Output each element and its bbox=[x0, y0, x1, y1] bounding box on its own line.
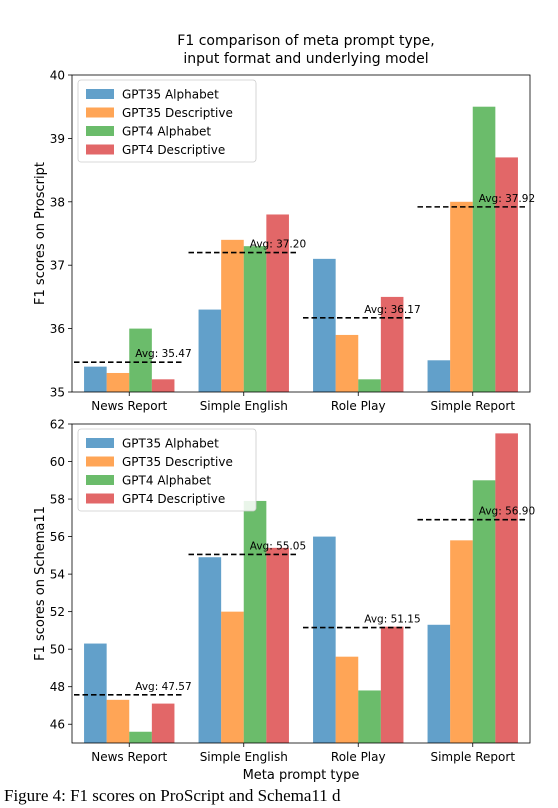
bar bbox=[336, 657, 359, 743]
x-tick-label: Simple Report bbox=[430, 750, 515, 764]
y-tick-label: 40 bbox=[50, 69, 65, 83]
bar bbox=[244, 246, 267, 392]
bar bbox=[381, 627, 404, 743]
bar bbox=[221, 612, 244, 743]
y-tick-label: 36 bbox=[50, 322, 65, 336]
bar bbox=[152, 704, 175, 743]
y-tick-label: 48 bbox=[50, 680, 65, 694]
bar bbox=[336, 335, 359, 392]
average-label: Avg: 47.57 bbox=[135, 681, 191, 693]
bar bbox=[152, 379, 175, 392]
legend-entry: GPT4 Alphabet bbox=[122, 474, 211, 488]
y-axis-label: F1 scores on Proscript bbox=[33, 162, 48, 305]
bar bbox=[428, 360, 451, 392]
bar bbox=[473, 107, 496, 392]
figure-title-line1: F1 comparison of meta prompt type, bbox=[177, 33, 434, 49]
y-tick-label: 52 bbox=[50, 605, 65, 619]
legend-swatch bbox=[86, 475, 114, 485]
bar bbox=[107, 700, 130, 743]
y-tick-label: 39 bbox=[50, 132, 65, 146]
legend-swatch bbox=[86, 494, 114, 504]
bar bbox=[129, 329, 152, 392]
bar bbox=[199, 310, 222, 392]
x-tick-label: Role Play bbox=[331, 399, 386, 413]
y-axis-label: F1 scores on Schema11 bbox=[33, 506, 48, 661]
x-axis-label: Meta prompt type bbox=[243, 768, 360, 783]
y-tick-label: 60 bbox=[50, 455, 65, 469]
legend-entry: GPT35 Descriptive bbox=[122, 106, 233, 120]
bar bbox=[428, 625, 451, 743]
y-tick-label: 46 bbox=[50, 718, 65, 732]
legend: GPT35 Alphabet GPT35 Descriptive GPT4 Alph… bbox=[78, 429, 256, 511]
y-tick-label: 62 bbox=[50, 418, 65, 432]
bar bbox=[84, 644, 107, 743]
y-tick-label: 38 bbox=[50, 195, 65, 209]
bar bbox=[495, 433, 518, 743]
legend-swatch bbox=[86, 457, 114, 467]
x-tick-label: Simple Report bbox=[430, 399, 515, 413]
y-tick-label: 58 bbox=[50, 493, 65, 507]
legend-swatch bbox=[86, 89, 114, 99]
x-tick-label: Simple English bbox=[200, 750, 288, 764]
legend: GPT35 Alphabet GPT35 Descriptive GPT4 Alph… bbox=[78, 80, 256, 162]
figure: F1 comparison of meta prompt type, input… bbox=[0, 0, 558, 786]
x-tick-label: News Report bbox=[91, 750, 167, 764]
bar bbox=[266, 548, 289, 743]
legend-entry: GPT4 Descriptive bbox=[122, 492, 225, 506]
bar bbox=[221, 240, 244, 392]
average-label: Avg: 55.05 bbox=[250, 540, 306, 552]
figure-caption: Figure 4: F1 scores on ProScript and Sch… bbox=[4, 786, 558, 806]
legend-entry: GPT4 Alphabet bbox=[122, 125, 211, 139]
proscript-panel: Avg: 35.47 Avg: 37.20 Avg: 36.17 Avg: 37.92… bbox=[33, 69, 535, 414]
bar bbox=[358, 690, 381, 743]
average-label: Avg: 56.90 bbox=[479, 506, 535, 518]
bar bbox=[313, 537, 336, 743]
y-tick-label: 54 bbox=[50, 568, 65, 582]
bar bbox=[358, 379, 381, 392]
legend-entry: GPT35 Alphabet bbox=[122, 88, 219, 102]
x-tick-label: Simple English bbox=[200, 399, 288, 413]
y-tick-label: 37 bbox=[50, 259, 65, 273]
schema11-panel: Avg: 47.57 Avg: 55.05 Avg: 51.15 Avg: 56.90… bbox=[33, 418, 535, 765]
y-tick-label: 35 bbox=[50, 386, 65, 400]
bar bbox=[450, 202, 473, 392]
legend-swatch bbox=[86, 108, 114, 118]
legend-entry: GPT35 Alphabet bbox=[122, 437, 219, 451]
average-label: Avg: 37.20 bbox=[250, 239, 306, 251]
y-tick-label: 50 bbox=[50, 643, 65, 657]
average-label: Avg: 51.15 bbox=[364, 614, 420, 626]
legend-entry: GPT4 Descriptive bbox=[122, 143, 225, 157]
legend-swatch bbox=[86, 126, 114, 136]
x-tick-label: News Report bbox=[91, 399, 167, 413]
bar bbox=[450, 540, 473, 743]
bar bbox=[129, 732, 152, 743]
bar bbox=[199, 557, 222, 743]
bar bbox=[473, 480, 496, 743]
bar bbox=[107, 373, 130, 392]
bar bbox=[84, 367, 107, 392]
x-tick-label: Role Play bbox=[331, 750, 386, 764]
figure-title-line2: input format and underlying model bbox=[183, 51, 428, 67]
bar bbox=[313, 259, 336, 392]
legend-entry: GPT35 Descriptive bbox=[122, 455, 233, 469]
average-label: Avg: 36.17 bbox=[364, 304, 420, 316]
legend-swatch bbox=[86, 438, 114, 448]
bar bbox=[244, 501, 267, 743]
average-label: Avg: 37.92 bbox=[479, 193, 535, 205]
y-tick-label: 56 bbox=[50, 530, 65, 544]
legend-swatch bbox=[86, 145, 114, 155]
average-label: Avg: 35.47 bbox=[135, 348, 191, 360]
